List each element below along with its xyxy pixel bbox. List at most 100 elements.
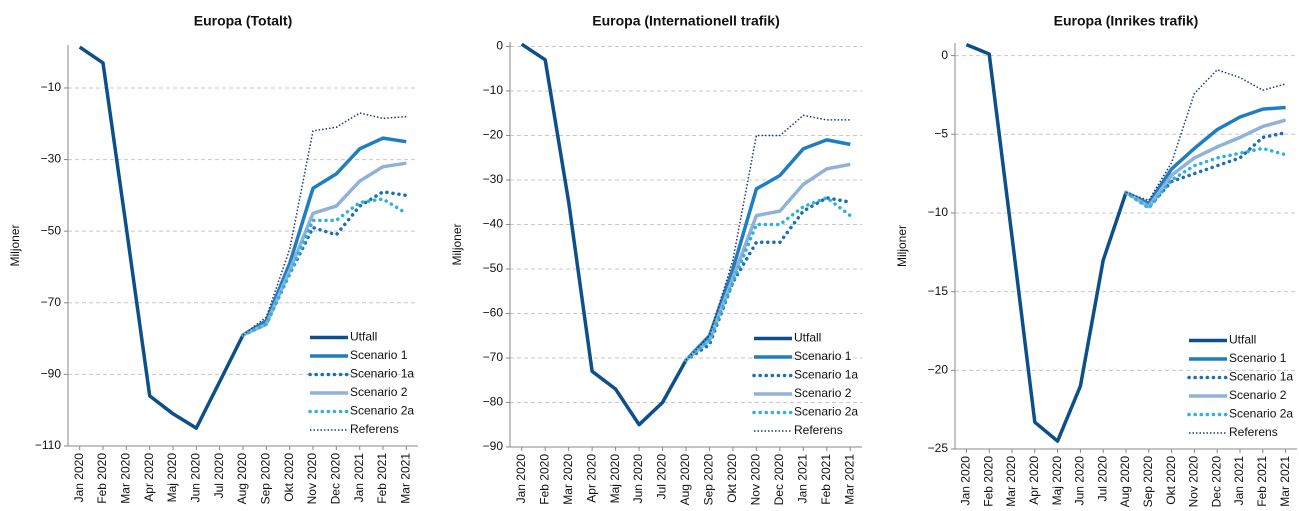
y-tick-label: −10: [41, 80, 62, 94]
x-tick-label: Apr 2020: [142, 453, 156, 502]
x-tick-label: Aug 2020: [1118, 456, 1132, 508]
y-axis-label: Miljoner: [895, 225, 909, 267]
y-tick-label: −30: [41, 152, 62, 166]
series-line: [242, 161, 407, 337]
legend-label: Utfall: [1229, 333, 1256, 347]
x-tick-label: Feb 2020: [981, 456, 995, 507]
chart-panel: 0 −5 −10 −15 −20 −25 Jan 2020 Feb 2020 Mar 2020 A…: [895, 13, 1297, 508]
x-tick-label: Jul 2020: [212, 453, 226, 499]
chart-title: Europa (Inrikes trafik): [1054, 13, 1199, 29]
x-tick-label: Jun 2020: [189, 453, 203, 503]
x-tick-label: Maj 2020: [608, 454, 622, 504]
y-tick-label: −70: [483, 350, 504, 364]
series-line: [241, 197, 409, 337]
chart-panel: −10 −30 −50 −70 −90 −110 Jan 2020 Feb 2020 Mar 2…: [8, 13, 418, 505]
x-tick-label: Jun 2020: [631, 454, 645, 504]
x-tick-label: Jan 2020: [72, 453, 86, 503]
series-line: [242, 112, 407, 336]
x-tick-label: Maj 2020: [165, 453, 179, 503]
x-tick-label: Aug 2020: [678, 454, 692, 506]
legend-label: Utfall: [350, 330, 377, 344]
legend-label: Scenario 1a: [350, 367, 414, 381]
series-line: [1125, 105, 1286, 206]
legend-label: Utfall: [794, 331, 821, 345]
series-line: [520, 42, 688, 427]
series-line: [78, 45, 245, 430]
series-line: [1125, 69, 1286, 202]
x-tick-label: Okt 2020: [725, 454, 739, 503]
x-tick-label: Aug 2020: [235, 453, 249, 505]
x-tick-label: Jul 2020: [655, 454, 669, 500]
x-tick-label: Feb 2020: [537, 454, 551, 505]
x-tick-label: Mar 2020: [561, 454, 575, 505]
x-tick-label: Apr 2020: [1027, 456, 1041, 505]
series-line: [684, 196, 853, 362]
series-line: [684, 196, 853, 362]
y-tick-label: −80: [483, 395, 504, 409]
x-tick-label: Dec 2020: [329, 453, 343, 505]
legend-label: Scenario 1a: [794, 368, 858, 382]
y-tick-label: −5: [934, 126, 948, 140]
x-tick-label: Maj 2020: [1050, 456, 1064, 506]
series-line: [965, 42, 1128, 443]
x-tick-label: Sep 2020: [259, 453, 273, 505]
chart-panel: 0 −10 −20 −30 −40 −50 −60 −70 −80 −90 Jan 2020 Feb …: [450, 13, 862, 506]
legend-label: Scenario 2a: [350, 404, 414, 418]
legend-label: Scenario 2: [1229, 388, 1287, 402]
x-tick-label: Mar 2020: [1004, 456, 1018, 507]
series-line: [1124, 130, 1288, 209]
y-tick-label: 0: [496, 39, 503, 53]
x-tick-label: Nov 2020: [1187, 456, 1201, 508]
x-tick-label: Nov 2020: [749, 454, 763, 506]
x-tick-label: Apr 2020: [584, 454, 598, 503]
legend-label: Scenario 1: [350, 348, 408, 362]
series-line: [685, 114, 851, 361]
y-tick-label: −90: [483, 439, 504, 453]
y-tick-label: 0: [941, 48, 948, 62]
y-tick-label: −110: [35, 438, 61, 452]
legend-label: Scenario 2a: [794, 405, 858, 419]
legend-label: Scenario 2: [350, 385, 408, 399]
x-tick-label: Nov 2020: [305, 453, 319, 505]
y-tick-label: −60: [483, 306, 504, 320]
legend-label: Scenario 1a: [1229, 370, 1293, 384]
y-tick-label: −20: [483, 128, 504, 142]
y-tick-label: −20: [928, 362, 949, 376]
x-tick-label: Feb 2020: [95, 453, 109, 504]
series-line: [684, 138, 851, 362]
series-line: [1125, 118, 1287, 209]
y-tick-label: −90: [41, 367, 62, 381]
x-tick-label: Jan 2021: [1232, 456, 1246, 506]
legend-label: Scenario 2: [794, 386, 852, 400]
x-tick-label: Jan 2020: [514, 454, 528, 504]
x-tick-label: Mar 2021: [842, 454, 856, 505]
x-tick-label: Mar 2020: [119, 453, 133, 504]
x-tick-label: Okt 2020: [282, 453, 296, 502]
y-tick-label: −40: [483, 217, 504, 231]
x-tick-label: Jan 2021: [352, 453, 366, 503]
y-tick-label: −50: [41, 223, 62, 237]
y-axis-label: Miljoner: [450, 223, 464, 265]
y-tick-label: −10: [483, 83, 504, 97]
y-tick-label: −70: [41, 295, 62, 309]
y-axis-label: Miljoner: [8, 224, 22, 266]
y-tick-label: −25: [928, 441, 949, 455]
x-tick-label: Sep 2020: [702, 454, 716, 506]
x-tick-label: Jul 2020: [1095, 456, 1109, 502]
x-tick-label: Jun 2020: [1073, 456, 1087, 506]
x-tick-label: Mar 2021: [399, 453, 413, 504]
x-tick-label: Feb 2021: [375, 453, 389, 504]
legend-label: Scenario 1: [794, 349, 852, 363]
chart-title: Europa (Totalt): [194, 13, 293, 29]
chart-title: Europa (Internationell trafik): [592, 13, 779, 29]
x-tick-label: Jan 2021: [796, 454, 810, 504]
x-tick-label: Dec 2020: [1209, 456, 1223, 508]
legend-label: Referens: [350, 422, 399, 436]
legend-label: Referens: [1229, 425, 1278, 439]
x-tick-label: Sep 2020: [1141, 456, 1155, 508]
y-tick-label: −50: [483, 261, 504, 275]
x-tick-label: Dec 2020: [772, 454, 786, 506]
legend-label: Referens: [794, 423, 843, 437]
x-tick-label: Feb 2021: [1255, 456, 1269, 507]
